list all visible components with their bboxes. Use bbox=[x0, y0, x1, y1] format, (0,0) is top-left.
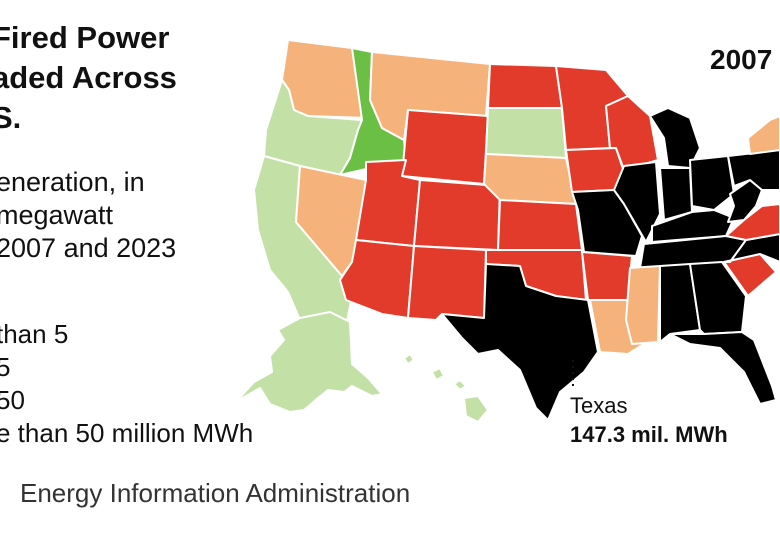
title-line-1: Fired Power bbox=[0, 20, 170, 55]
state-pennsylvania bbox=[727, 149, 780, 191]
state-florida bbox=[669, 331, 777, 405]
state-south-dakota bbox=[485, 107, 567, 159]
state-illinois bbox=[613, 161, 661, 243]
state-texas bbox=[441, 263, 599, 421]
state-new-york bbox=[747, 115, 780, 155]
state-indiana bbox=[659, 167, 693, 221]
legend-item-1: than 5 bbox=[0, 319, 69, 349]
state-colorado bbox=[413, 179, 501, 251]
legend-item-2: 5 bbox=[0, 352, 11, 382]
state-ohio bbox=[689, 155, 735, 211]
state-new-mexico bbox=[407, 245, 487, 321]
map-title: Fired Power aded Across S. bbox=[0, 18, 177, 138]
state-mississippi bbox=[625, 265, 661, 345]
state-arkansas bbox=[581, 251, 633, 301]
state-alaska bbox=[235, 311, 383, 413]
legend-item-3: 50 bbox=[0, 385, 25, 415]
state-nebraska bbox=[483, 153, 577, 205]
title-line-2: aded Across bbox=[0, 60, 177, 95]
state-wyoming bbox=[401, 109, 489, 185]
texas-callout-value: 147.3 mil. MWh bbox=[570, 422, 728, 447]
map-subtitle: eneration, in megawatt 2007 and 2023 bbox=[0, 166, 176, 265]
year-label: 2007 bbox=[710, 44, 773, 75]
source-credit: Energy Information Administration bbox=[20, 478, 411, 508]
subtitle-line-2: megawatt bbox=[0, 200, 114, 230]
state-alabama bbox=[659, 263, 701, 343]
state-kansas bbox=[497, 199, 583, 251]
texas-callout-state: Texas bbox=[570, 393, 628, 418]
state-michigan bbox=[649, 107, 701, 169]
legend-item-4: e than 50 million MWh bbox=[0, 418, 254, 448]
legend: than 5 5 50 e than 50 million MWh bbox=[0, 318, 253, 450]
state-north-dakota bbox=[487, 63, 563, 109]
subtitle-line-1: eneration, in bbox=[0, 167, 145, 197]
title-line-3: S. bbox=[0, 100, 22, 135]
subtitle-line-3: 2007 and 2023 bbox=[0, 233, 177, 263]
state-hawaii bbox=[403, 353, 489, 423]
